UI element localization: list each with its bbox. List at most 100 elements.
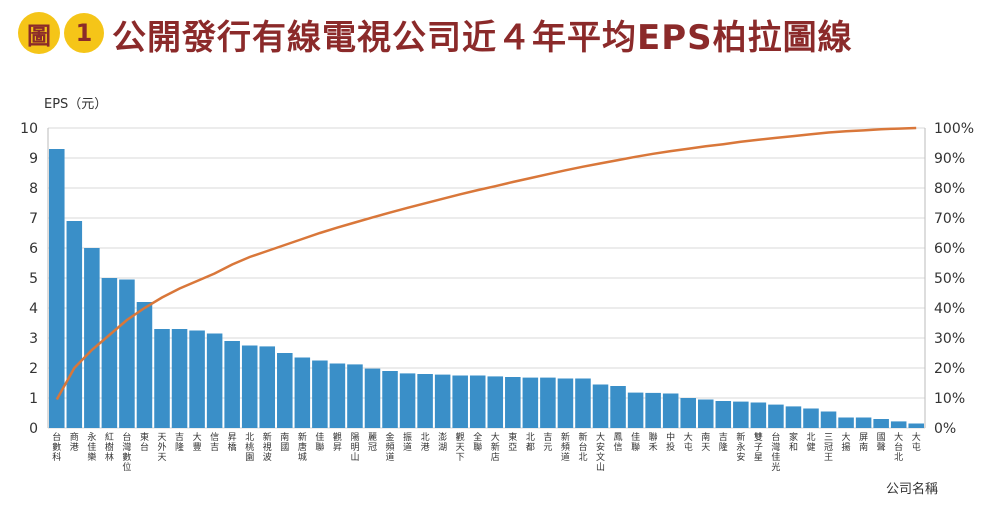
y2-tick-label: 60% [934,241,965,257]
y-tick-label: 7 [29,211,38,227]
y2-tick-label: 40% [934,301,965,317]
category-label: 新永安 [736,431,745,463]
category-label: 佳聯 [631,431,640,453]
figure-header: 圖 1 公開發行有線電視公司近４年平均EPS柏拉圖線 [0,0,990,72]
bar [277,353,293,428]
category-label: 屏南 [859,432,868,453]
bar [750,402,767,428]
category-label: 北港 [421,432,430,453]
bar [820,411,837,428]
y2-axis-ticks: 0% 10% 20% 30% 40% 50% 60% 70% 80% 90% 100% [934,121,974,437]
category-label: 商港 [70,431,79,453]
category-label: 信吉 [210,431,219,453]
figure-number-badge: 1 [64,13,104,53]
bar [452,375,468,428]
category-label: 昇橋 [228,432,237,453]
bar [697,399,714,428]
category-label: 天外天 [158,433,167,463]
bar-series [49,149,924,428]
y-tick-label: 4 [29,301,38,317]
bar [347,364,363,428]
category-label: 台數科 [52,431,61,463]
bar [171,329,188,428]
y-tick-label: 0 [29,421,38,437]
y2-tick-label: 20% [934,361,965,377]
category-label: 永佳樂 [87,431,96,463]
bar [312,360,328,428]
bar [49,149,65,428]
y-tick-label: 3 [29,331,38,347]
category-labels: 台數科商港永佳樂紅樹林台灣數位東台天外天吉隆大豐信吉昇橋北桃園新視波南國新唐城佳… [52,431,920,473]
bar [557,378,574,428]
category-label: 雙子星 [754,431,763,463]
y-tick-label: 8 [29,181,38,197]
bar [66,221,83,428]
bar [873,419,889,428]
category-label: 台灣佳光 [771,431,780,473]
bar [101,278,118,428]
y2-tick-label: 0% [934,421,956,437]
category-label: 吉隆 [719,432,728,453]
category-label: 南國 [280,431,289,453]
bar [241,345,258,428]
bar [908,423,924,428]
y-axis-ticks: 0 1 2 3 4 5 6 7 8 9 10 [20,121,38,437]
y-tick-label: 10 [20,121,38,137]
bar [469,375,486,428]
category-label: 麗冠 [368,432,377,453]
bar [627,392,644,428]
bar [680,398,696,428]
bar [364,368,381,428]
bar [329,363,346,428]
y-tick-label: 5 [29,271,38,287]
bar [733,401,749,428]
bar [803,408,819,428]
chart-title: 公開發行有線電視公司近４年平均EPS柏拉圖線 [112,18,853,58]
bar [890,421,907,428]
bar [855,417,872,428]
bar [382,371,398,428]
category-label: 吉隆 [175,432,184,453]
bar [838,417,854,428]
category-label: 大安文山 [596,431,605,473]
bar [575,378,591,428]
category-label: 大屯 [912,431,921,453]
pareto-chart: EPS（元） 公司名稱 0 1 2 3 4 5 6 7 8 9 10 0% 10% 20% 30% 40% 5… [20,97,974,497]
category-label: 吉元 [543,432,552,453]
category-label: 大新店 [491,431,500,463]
bar [487,376,504,428]
y-tick-label: 6 [29,241,38,257]
category-label: 北都 [526,432,535,453]
bar [206,333,223,428]
y2-tick-label: 10% [934,391,965,407]
y2-tick-label: 100% [934,121,974,137]
category-label: 聯禾 [649,431,658,453]
category-label: 北桃園 [245,432,254,463]
bar [540,377,556,428]
y2-tick-label: 50% [934,271,965,287]
category-label: 佳聯 [315,431,324,453]
bar [522,377,539,428]
category-label: 三冠王 [824,433,833,463]
bar [119,279,135,428]
y-tick-label: 1 [29,391,38,407]
figure-badge: 圖 [18,12,60,54]
y-tick-label: 9 [29,151,38,167]
bar [610,386,626,428]
bar [399,373,416,428]
category-label: 家和 [789,431,798,453]
category-label: 新台北 [578,431,587,463]
bar [645,392,661,428]
bar [715,401,732,428]
bar [417,374,433,428]
bar [259,346,276,428]
category-label: 大台北 [894,431,903,463]
category-label: 全聯 [473,431,482,453]
y2-tick-label: 90% [934,151,965,167]
category-label: 澎湖 [438,431,447,453]
bar [224,341,240,428]
category-label: 東亞 [508,431,517,453]
bar [189,330,205,428]
y-tick-label: 2 [29,361,38,377]
category-label: 金頻道 [386,431,395,463]
